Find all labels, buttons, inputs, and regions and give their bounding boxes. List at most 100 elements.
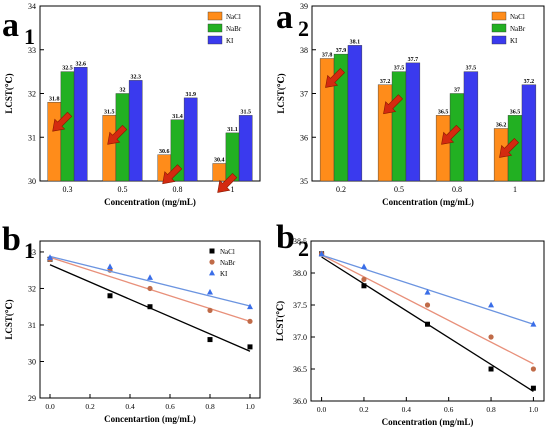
- arrow-shape: [52, 111, 73, 132]
- arrow-shape: [499, 137, 520, 158]
- x-tick-label: 0.4: [402, 405, 412, 414]
- y-axis-label: LCST(℃): [4, 299, 14, 339]
- y-axis-label: LCST(℃): [4, 73, 14, 113]
- x-axis-label: Concentartion (mg/mL): [104, 414, 196, 424]
- y-axis-label: LCST(℃): [276, 73, 286, 113]
- bar-data-label: 32.6: [75, 61, 86, 67]
- legend-swatch: [491, 23, 507, 33]
- red-arrow: [499, 137, 520, 158]
- data-point: [147, 304, 153, 310]
- x-axis-label: Concentration (mg/mL): [382, 197, 474, 207]
- y-tick-label: 36.5: [293, 365, 307, 374]
- bar: [391, 71, 407, 182]
- bar-data-label: 36.2: [496, 123, 507, 129]
- bar: [47, 102, 62, 182]
- bar-data-label: 32.5: [62, 66, 73, 72]
- x-tick-label: 0.2: [336, 185, 346, 194]
- x-tick-label: 0.8: [173, 185, 183, 194]
- y-tick-label: 38: [300, 46, 308, 55]
- x-tick-label: 1.0: [529, 405, 539, 414]
- fit-line: [49, 255, 251, 307]
- red-arrow: [107, 124, 128, 145]
- bar-data-label: 37.5: [394, 66, 405, 72]
- bar-data-label: 37.2: [524, 79, 535, 85]
- legend-swatch: [207, 35, 223, 45]
- data-point: [247, 303, 253, 310]
- y-tick-label: 31: [28, 321, 36, 330]
- x-tick-label: 0.4: [125, 402, 135, 411]
- legend-label: KI: [220, 270, 228, 278]
- arrow-shape: [325, 67, 346, 88]
- bar-data-label: 31.9: [185, 92, 196, 98]
- x-axis-label: Concentration (mg/mL): [104, 197, 196, 207]
- legend-swatch: [491, 35, 507, 45]
- bar-data-label: 31.5: [104, 109, 115, 115]
- x-tick-label: 0.0: [45, 402, 55, 411]
- data-point: [247, 344, 253, 350]
- bar-data-label: 31.8: [49, 96, 60, 102]
- y-tick-label: 38.0: [293, 269, 307, 278]
- legend-swatch: [207, 11, 223, 21]
- legend-label: NaCl: [220, 248, 235, 256]
- y-tick-label: 29: [28, 394, 36, 403]
- bar-data-label: 37.8: [322, 53, 333, 59]
- data-point: [488, 334, 494, 340]
- bar-data-label: 31.4: [172, 114, 183, 120]
- bar-data-label: 32: [120, 88, 126, 94]
- y-axis-label: LCST(℃): [275, 301, 285, 341]
- bar: [128, 80, 143, 182]
- x-tick-label: 0.2: [359, 405, 369, 414]
- panel-subscript: 1: [24, 24, 35, 49]
- series-points: [47, 254, 253, 310]
- panel-letter: b: [276, 219, 295, 256]
- series-points: [318, 251, 537, 372]
- bar: [463, 71, 479, 182]
- bar-data-label: 37.2: [380, 79, 391, 85]
- data-point: [207, 288, 213, 295]
- legend-label: KI: [226, 37, 234, 45]
- data-point: [361, 283, 367, 289]
- data-point: [530, 385, 536, 391]
- y-tick-label: 37.5: [293, 301, 307, 310]
- data-point: [209, 259, 215, 265]
- y-tick-label: 36.0: [293, 397, 307, 406]
- data-point: [360, 263, 367, 269]
- plot-frame: [310, 240, 545, 402]
- bar: [347, 45, 363, 182]
- x-tick-label: 0.8: [205, 402, 215, 411]
- y-tick-label: 37.0: [293, 333, 307, 342]
- x-tick-label: 0.8: [452, 185, 462, 194]
- fit-line: [321, 254, 534, 365]
- legend-swatch: [207, 23, 223, 33]
- bar-data-label: 37.5: [466, 66, 477, 72]
- bar-data-label: 37.9: [336, 48, 347, 54]
- bar-data-label: 31.1: [227, 127, 238, 133]
- data-point: [425, 321, 430, 327]
- data-point: [530, 321, 537, 327]
- plot-frame: [39, 240, 261, 399]
- x-tick-label: 1.0: [245, 402, 255, 411]
- y-tick-label: 34: [28, 2, 36, 11]
- data-point: [488, 366, 494, 372]
- bar: [377, 84, 393, 182]
- red-arrow: [52, 111, 73, 132]
- series-points: [319, 251, 536, 391]
- red-arrow: [441, 124, 462, 145]
- data-point: [107, 293, 113, 299]
- panel-subscript: 1: [24, 238, 35, 263]
- data-point: [147, 285, 153, 292]
- red-arrow: [217, 172, 238, 193]
- y-tick-label: 30: [28, 357, 36, 366]
- bar-data-label: 36.5: [438, 109, 449, 115]
- legend-label: NaBr: [220, 259, 236, 267]
- data-point: [247, 318, 253, 324]
- y-tick-label: 30: [28, 177, 36, 186]
- panel-letter: a: [2, 7, 19, 44]
- red-arrow: [325, 67, 346, 88]
- bar-data-label: 30.6: [159, 149, 170, 155]
- x-tick-label: 0.5: [394, 185, 404, 194]
